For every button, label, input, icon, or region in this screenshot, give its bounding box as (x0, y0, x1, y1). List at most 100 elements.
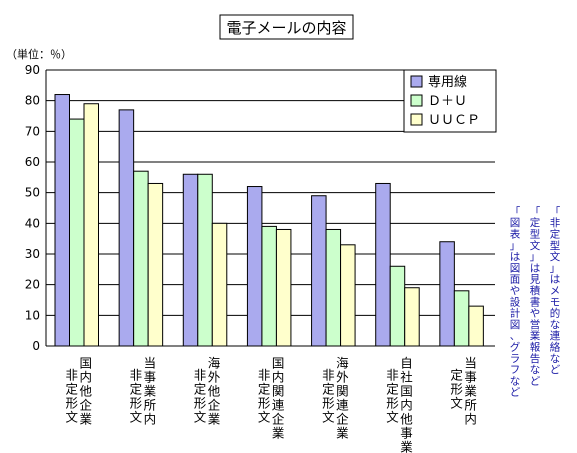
svg-text:企: 企 (79, 398, 92, 413)
svg-text:形: 形 (450, 382, 463, 397)
legend-label: ＵＵＣＰ (428, 113, 480, 128)
svg-text:関: 関 (336, 384, 349, 399)
bar (54, 94, 70, 347)
svg-text:「: 「 (550, 206, 561, 218)
svg-text:グ: グ (510, 341, 521, 354)
x-tick-label: 自社国内他事業所非定形文 (386, 356, 413, 453)
svg-text:文: 文 (530, 239, 541, 252)
svg-text:形: 形 (258, 396, 271, 411)
y-tick-label: 50 (25, 186, 40, 200)
svg-text:」: 」 (510, 240, 521, 252)
svg-text:所: 所 (144, 398, 157, 413)
svg-text:見: 見 (530, 274, 541, 286)
chart-title: 電子メールの内容 (226, 19, 346, 37)
svg-text:」: 」 (550, 262, 561, 274)
svg-text:形: 形 (65, 396, 78, 411)
svg-text:他: 他 (208, 384, 221, 399)
svg-text:所: 所 (464, 398, 477, 413)
svg-text:業: 業 (272, 426, 285, 441)
bar (311, 195, 327, 347)
svg-text:他: 他 (400, 412, 413, 427)
bar (404, 287, 420, 347)
svg-text:内: 内 (400, 398, 413, 413)
bar (69, 118, 85, 347)
svg-text:内: 内 (144, 412, 157, 427)
svg-text:非: 非 (258, 368, 271, 383)
svg-text:外: 外 (336, 370, 349, 385)
svg-text:」: 」 (530, 251, 541, 263)
svg-text:文: 文 (386, 410, 399, 425)
svg-text:定: 定 (130, 382, 143, 397)
svg-text:な: な (510, 375, 521, 387)
svg-text:定: 定 (386, 382, 399, 397)
svg-text:や: や (530, 308, 541, 320)
svg-text:社: 社 (400, 370, 413, 385)
bar (275, 228, 292, 347)
chart-title-group: 電子メールの内容 (219, 14, 354, 40)
legend-swatch (410, 75, 423, 88)
svg-text:海: 海 (208, 356, 221, 371)
svg-text:面: 面 (510, 274, 521, 286)
svg-text:定: 定 (322, 382, 335, 397)
bar (468, 305, 484, 347)
svg-text:定: 定 (530, 216, 541, 229)
svg-text:形: 形 (322, 396, 335, 411)
svg-text:国: 国 (79, 356, 92, 371)
y-tick-label: 70 (25, 124, 40, 138)
svg-text:型: 型 (550, 239, 561, 252)
svg-text:業: 業 (144, 384, 157, 399)
svg-text:ど: ど (510, 387, 521, 399)
svg-text:書: 書 (530, 295, 541, 308)
svg-text:的: 的 (550, 307, 561, 320)
svg-text:形: 形 (194, 396, 207, 411)
svg-text:国: 国 (400, 384, 413, 399)
bar (261, 225, 277, 347)
svg-text:、: 、 (510, 330, 521, 342)
svg-text:企: 企 (208, 398, 221, 413)
svg-text:非: 非 (194, 368, 207, 383)
svg-text:非: 非 (550, 217, 561, 229)
svg-text:当: 当 (464, 356, 477, 371)
svg-text:非: 非 (386, 368, 399, 383)
svg-text:ど: ど (530, 375, 541, 387)
svg-text:文: 文 (194, 410, 207, 425)
svg-text:表: 表 (510, 228, 521, 241)
svg-text:連: 連 (272, 398, 285, 413)
svg-text:メ: メ (550, 285, 561, 297)
bar (375, 182, 391, 347)
svg-text:文: 文 (65, 410, 78, 425)
svg-text:「: 「 (530, 206, 541, 218)
bar (453, 290, 470, 347)
y-tick-label: 60 (25, 155, 40, 169)
bar (197, 173, 213, 347)
svg-text:は: は (530, 262, 541, 274)
svg-text:企: 企 (272, 412, 285, 427)
svg-text:定: 定 (258, 382, 271, 397)
x-category-labels: 国内他企業非定形文当事業所内非定形文海外他企業非定形文国内関連企業非定形文海外関… (65, 356, 477, 453)
svg-text:事: 事 (144, 370, 157, 385)
svg-text:形: 形 (386, 396, 399, 411)
svg-text:図: 図 (510, 319, 521, 331)
svg-text:企: 企 (336, 412, 349, 427)
svg-text:非: 非 (65, 368, 78, 383)
legend-swatch (410, 113, 423, 126)
svg-text:は: は (510, 251, 521, 263)
svg-text:業: 業 (208, 412, 221, 427)
svg-text:定: 定 (550, 228, 561, 241)
bar (389, 265, 406, 347)
svg-text:積: 積 (530, 284, 541, 297)
svg-text:当: 当 (144, 356, 157, 371)
svg-text:図: 図 (510, 262, 521, 274)
svg-text:ラ: ラ (510, 353, 521, 365)
bar (118, 109, 135, 347)
svg-text:報: 報 (530, 342, 541, 354)
bar (325, 228, 342, 347)
bar (182, 173, 199, 347)
bar (246, 186, 263, 347)
svg-text:連: 連 (550, 329, 561, 342)
